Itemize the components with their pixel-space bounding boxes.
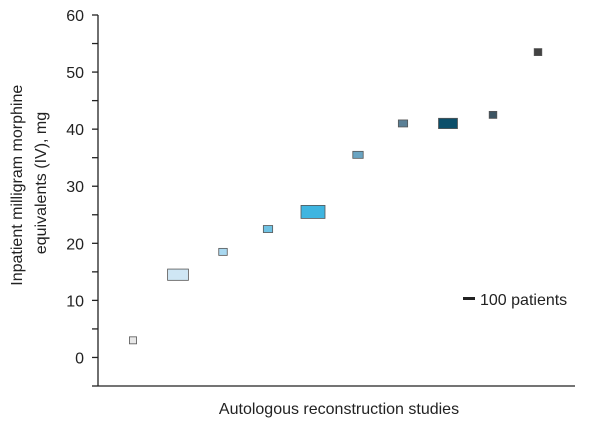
study-2-marker — [167, 268, 189, 281]
legend: 100 patients — [463, 292, 567, 309]
study-9-marker — [488, 110, 498, 119]
y-tick-label: 20 — [66, 236, 84, 253]
study-1-marker — [129, 336, 137, 345]
y-tick-label: 0 — [75, 350, 84, 367]
y-tick-label: 50 — [66, 65, 84, 82]
data-marks — [129, 48, 543, 345]
study-7-marker — [397, 119, 409, 128]
y-tick-label: 60 — [66, 8, 84, 25]
y-tick-label: 40 — [66, 122, 84, 139]
study-10-marker — [533, 48, 543, 56]
y-tick-label: 30 — [66, 179, 84, 196]
study-4-marker — [262, 225, 274, 233]
y-axis-title-line-2: equivalents (IV), mg — [33, 112, 50, 254]
study-5-marker — [300, 205, 326, 219]
legend-swatch — [463, 297, 475, 300]
y-axis-title: Inpatient milligram morphine equivalents… — [9, 80, 50, 285]
y-tick-label: 10 — [66, 293, 84, 310]
y-axis-title-line-1: Inpatient milligram morphine — [9, 85, 26, 286]
study-3-marker — [218, 247, 228, 256]
y-axis: 0 10 20 30 40 50 60 — [66, 8, 99, 387]
legend-label: 100 patients — [480, 292, 567, 309]
x-axis-title: Autologous reconstruction studies — [219, 401, 459, 418]
study-6-marker — [352, 150, 364, 159]
study-8-marker — [438, 117, 458, 129]
